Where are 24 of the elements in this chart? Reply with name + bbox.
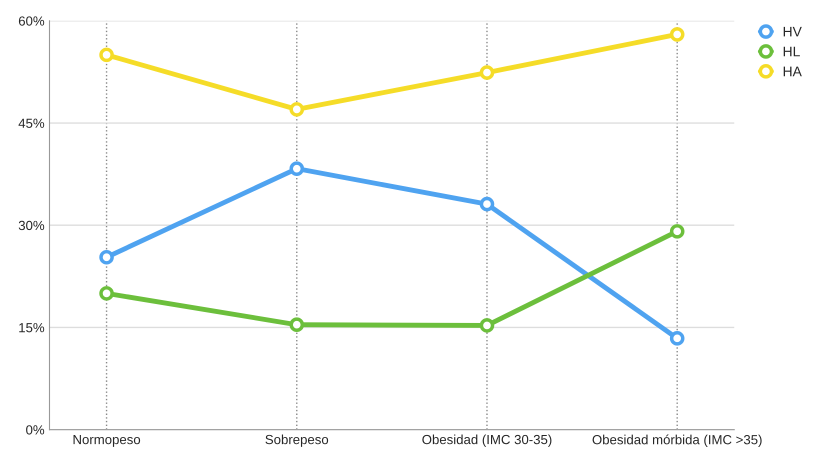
y-tick-label: 45%: [18, 118, 44, 128]
point: [289, 102, 304, 117]
point: [289, 317, 304, 332]
point: [99, 250, 114, 265]
point: [670, 331, 684, 346]
point: [670, 27, 684, 42]
y-tick-label: 15%: [19, 323, 44, 332]
y-tick-label: 30%: [18, 220, 44, 230]
legend-label: HV: [784, 26, 802, 36]
point: [99, 286, 114, 301]
x-tick-label: Sobrepeso: [265, 434, 328, 447]
point: [289, 161, 304, 176]
point: [480, 65, 494, 80]
x-tick-label: Normopeso: [74, 435, 140, 447]
legend-label: HL: [784, 46, 800, 56]
point: [480, 318, 494, 333]
y-tick-label: 60%: [18, 16, 44, 26]
y-tick-label: 0%: [26, 425, 44, 435]
point: [670, 224, 684, 239]
point: [99, 48, 114, 62]
point: [480, 196, 494, 212]
x-tick-label: Obesidad mórbida (IMC >35): [592, 434, 762, 447]
x-tick-label: Obesidad (IMC 30-35): [422, 434, 552, 447]
legend-label: HA: [784, 66, 802, 76]
